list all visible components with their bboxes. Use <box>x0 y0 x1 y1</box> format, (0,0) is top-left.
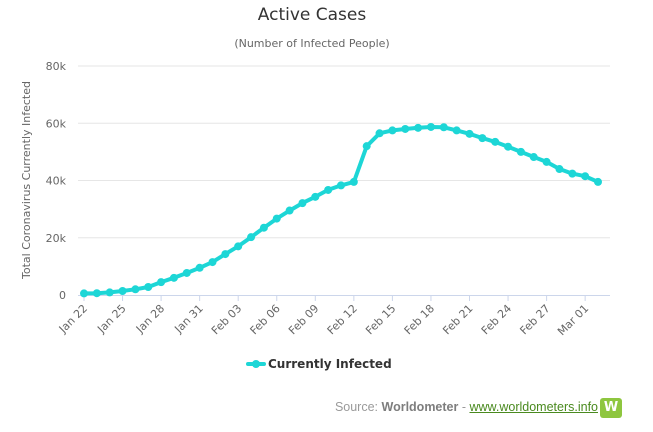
data-point <box>272 214 281 223</box>
x-tick-label: Feb 06 <box>248 302 283 337</box>
x-tick-label: Feb 18 <box>402 302 437 337</box>
data-point <box>439 123 448 132</box>
data-point <box>157 278 166 287</box>
x-tick-label: Feb 12 <box>325 302 360 337</box>
data-point <box>221 250 230 259</box>
legend-marker-swatch <box>252 360 260 368</box>
data-point <box>388 126 397 135</box>
y-tick-label: 0 <box>59 289 66 302</box>
data-point <box>401 124 410 133</box>
data-point <box>118 286 127 295</box>
x-tick-label: Jan 28 <box>133 302 167 336</box>
data-point <box>259 223 268 232</box>
x-tick-label: Mar 01 <box>555 302 591 338</box>
data-point <box>529 153 538 162</box>
data-point <box>581 172 590 181</box>
source-separator: - <box>458 400 470 414</box>
data-point <box>504 142 513 151</box>
data-point <box>195 263 204 272</box>
data-point <box>465 129 474 138</box>
data-point <box>144 282 153 291</box>
y-tick-label: 40k <box>46 175 67 188</box>
data-point <box>92 289 101 298</box>
x-tick-label: Feb 21 <box>440 302 475 337</box>
source-prefix: Source: <box>334 400 382 414</box>
data-point <box>542 157 551 166</box>
x-tick-label: Jan 31 <box>172 302 206 336</box>
data-point <box>311 192 320 201</box>
data-point <box>80 289 88 298</box>
source-brand: Worldometer <box>381 400 459 414</box>
y-tick-label: 80k <box>46 60 67 73</box>
data-point <box>375 129 384 138</box>
x-tick-label: Jan 22 <box>56 302 90 336</box>
legend[interactable]: Currently Infected <box>246 357 392 371</box>
data-point <box>478 134 487 143</box>
source-link[interactable]: www.worldometers.info <box>469 400 598 414</box>
data-point <box>208 258 217 267</box>
data-point <box>516 147 525 156</box>
source-credit: Source: Worldometer - www.worldometers.i… <box>0 400 598 414</box>
chart-subtitle: (Number of Infected People) <box>234 37 389 50</box>
data-point <box>247 233 256 242</box>
x-tick-label: Feb 24 <box>479 302 514 337</box>
y-axis-label: Total Coronavirus Currently Infected <box>20 81 33 280</box>
data-point <box>491 137 500 146</box>
y-tick-label: 60k <box>46 117 67 130</box>
data-point <box>362 142 371 151</box>
x-tick-label: Feb 09 <box>286 302 321 337</box>
data-point <box>131 285 140 294</box>
data-point <box>594 177 602 186</box>
data-point <box>182 268 191 277</box>
data-point <box>426 122 435 131</box>
x-tick-label: Feb 27 <box>517 302 552 337</box>
data-point <box>414 123 423 132</box>
data-point <box>337 181 345 190</box>
worldometer-logo-icon[interactable]: W <box>600 398 622 418</box>
x-tick-label: Feb 15 <box>363 302 398 337</box>
chart-title: Active Cases <box>258 5 367 25</box>
legend-label: Currently Infected <box>268 357 392 371</box>
gridlines <box>78 65 610 239</box>
data-point <box>324 185 333 194</box>
x-tick-label: Jan 25 <box>94 302 128 336</box>
y-axis-ticks: 0 20k 40k 60k 80k <box>46 60 67 302</box>
data-point <box>285 206 294 215</box>
x-tick-label: Feb 03 <box>209 302 244 337</box>
data-point <box>349 177 358 186</box>
y-tick-label: 20k <box>46 232 67 245</box>
data-point <box>169 273 178 282</box>
data-point <box>568 169 577 178</box>
x-axis-ticks: Jan 22 Jan 25 Jan 28 Jan 31 Feb 03 Feb 06 Feb … <box>56 295 591 338</box>
data-point <box>234 242 243 251</box>
data-point <box>105 288 114 297</box>
data-point <box>555 165 564 174</box>
series-currently-infected <box>80 122 602 298</box>
data-point <box>298 199 307 208</box>
data-point <box>452 126 461 135</box>
